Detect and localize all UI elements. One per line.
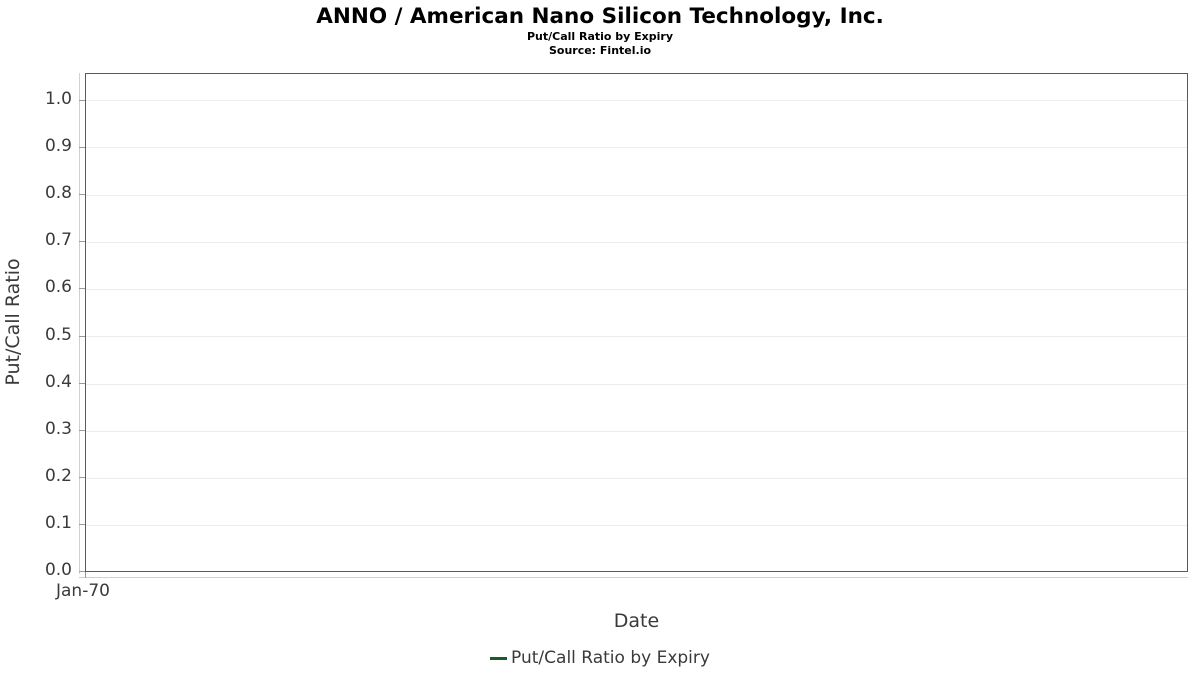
y-axis-spine (79, 73, 80, 574)
y-tick-label: 0.4 (44, 372, 72, 392)
gridline (86, 242, 1187, 243)
y-tick-mark (79, 147, 85, 148)
y-tick-mark (79, 430, 85, 431)
legend-label: Put/Call Ratio by Expiry (511, 648, 710, 668)
y-tick-mark (79, 383, 85, 384)
y-tick-label: 1.0 (44, 89, 72, 109)
gridline (86, 100, 1187, 101)
gridline (86, 478, 1187, 479)
y-tick-label: 0.1 (44, 513, 72, 533)
x-tick-mark (85, 572, 86, 578)
gridline (86, 147, 1187, 148)
legend: Put/Call Ratio by Expiry (0, 648, 1200, 668)
x-tick-label: Jan-70 (56, 581, 110, 601)
legend-item[interactable]: Put/Call Ratio by Expiry (490, 648, 710, 668)
gridline (86, 289, 1187, 290)
x-axis-title: Date (613, 610, 660, 632)
gridline (86, 195, 1187, 196)
y-tick-label: 0.6 (44, 277, 72, 297)
x-axis-spine (79, 577, 1188, 578)
chart-subtitle: Put/Call Ratio by Expiry (526, 30, 674, 43)
plot-area (85, 73, 1188, 572)
gridline (86, 525, 1187, 526)
y-tick-mark (79, 194, 85, 195)
y-tick-mark (79, 524, 85, 525)
gridline (86, 384, 1187, 385)
title-block: ANNO / American Nano Silicon Technology,… (0, 4, 1200, 57)
y-tick-mark (79, 241, 85, 242)
y-tick-labels: 1.0 0.9 0.8 0.7 0.6 0.5 0.4 0.3 0.2 0.1 … (0, 0, 72, 675)
y-tick-label: 0.3 (44, 419, 72, 439)
gridline (86, 431, 1187, 432)
y-tick-label: 0.2 (44, 466, 72, 486)
y-tick-label: 0.7 (44, 230, 72, 250)
y-tick-label: 0.9 (44, 136, 72, 156)
y-axis-title-text: Put/Call Ratio (2, 258, 24, 386)
y-tick-mark (79, 336, 85, 337)
y-tick-mark (79, 477, 85, 478)
chart-source: Source: Fintel.io (548, 43, 652, 57)
y-tick-mark (79, 571, 85, 572)
chart-title: ANNO / American Nano Silicon Technology,… (316, 4, 884, 29)
y-tick-label: 0.5 (44, 325, 72, 345)
series-layer (86, 74, 1187, 571)
y-tick-mark (79, 100, 85, 101)
y-tick-label: 0.8 (44, 183, 72, 203)
y-tick-mark (79, 288, 85, 289)
legend-line-icon (490, 656, 508, 660)
gridline (86, 336, 1187, 337)
y-axis-title: Put/Call Ratio (0, 0, 26, 675)
y-tick-label: 0.0 (44, 560, 72, 580)
